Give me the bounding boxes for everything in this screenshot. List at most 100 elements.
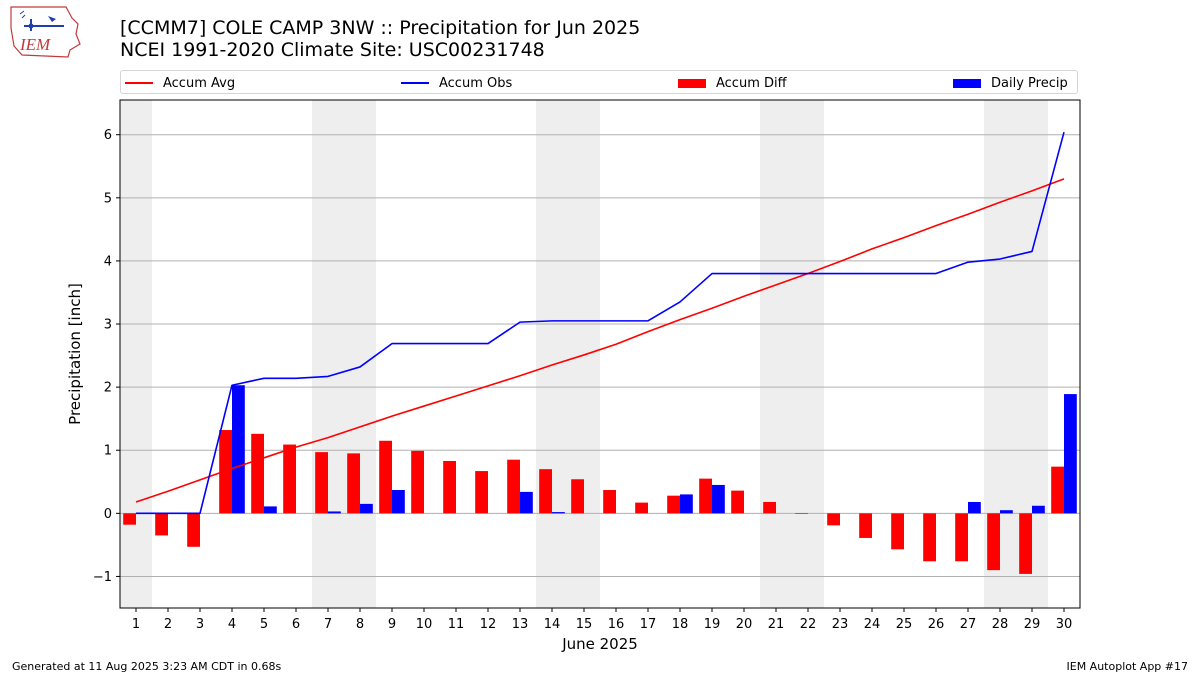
- bar-daily-precip-day-14: [552, 512, 565, 514]
- x-tick-label: 28: [992, 617, 1009, 632]
- x-tick-label: 29: [1024, 617, 1041, 632]
- x-tick-label: 7: [324, 617, 332, 632]
- legend-item-daily-precip: Daily Precip: [953, 74, 1068, 92]
- iem-logo: IEM: [10, 6, 81, 58]
- x-tick-label: 30: [1056, 617, 1073, 632]
- bar-daily-precip-day-19: [712, 484, 725, 514]
- x-tick-label: 1: [132, 617, 140, 632]
- legend-swatch-accum-obs: [401, 82, 429, 84]
- bar-accum-diff-day-22: [795, 513, 808, 514]
- x-tick-label: 24: [864, 617, 881, 632]
- bar-accum-diff-day-25: [891, 513, 904, 550]
- x-tick-label: 11: [448, 617, 465, 632]
- x-tick-label: 16: [608, 617, 625, 632]
- x-tick-label: 15: [576, 617, 593, 632]
- bar-accum-diff-day-23: [827, 513, 840, 526]
- bar-accum-diff-day-16: [603, 489, 616, 514]
- bar-accum-diff-day-20: [731, 490, 744, 514]
- x-tick-label: 4: [228, 617, 236, 632]
- bar-accum-diff-day-6: [283, 444, 296, 514]
- bar-accum-diff-day-18: [667, 495, 680, 514]
- bar-accum-diff-day-15: [571, 479, 584, 514]
- bar-accum-diff-day-28: [987, 513, 1000, 571]
- x-tick-label: 17: [640, 617, 657, 632]
- bar-accum-diff-day-30: [1051, 466, 1064, 514]
- bar-daily-precip-day-13: [520, 491, 533, 514]
- weekend-shade: [312, 100, 376, 608]
- legend-label-accum-obs: Accum Obs: [439, 75, 513, 91]
- bar-daily-precip-day-4: [232, 385, 245, 514]
- chart-title: [CCMM7] COLE CAMP 3NW :: Precipitation f…: [120, 17, 641, 39]
- x-tick-label: 6: [292, 617, 300, 632]
- x-tick-label: 14: [544, 617, 561, 632]
- bar-accum-diff-day-8: [347, 453, 360, 514]
- bar-accum-diff-day-11: [443, 460, 456, 514]
- x-tick-label: 13: [512, 617, 529, 632]
- x-tick-label: 26: [928, 617, 945, 632]
- line-accum-avg: [135, 178, 1065, 503]
- bar-daily-precip-day-28: [1000, 510, 1013, 514]
- legend-item-accum-diff: Accum Diff: [678, 74, 787, 92]
- y-tick-label: 2: [104, 381, 112, 396]
- bar-accum-diff-day-26: [923, 513, 936, 562]
- weekend-shade: [120, 100, 152, 608]
- bar-accum-diff-day-9: [379, 440, 392, 514]
- x-tick-label: 20: [736, 617, 753, 632]
- y-tick-label: 5: [104, 191, 112, 206]
- x-tick-label: 3: [196, 617, 204, 632]
- x-tick-label: 5: [260, 617, 268, 632]
- bar-daily-precip-day-27: [968, 501, 981, 514]
- y-axis-label: Precipitation [inch]: [66, 283, 84, 425]
- bar-daily-precip-day-18: [680, 494, 693, 514]
- weekend-shade: [536, 100, 600, 608]
- bar-accum-diff-day-12: [475, 471, 488, 514]
- line-accum-obs: [136, 131, 1065, 515]
- bar-daily-precip-day-7: [328, 511, 341, 514]
- x-tick-label: 9: [388, 617, 396, 632]
- x-tick-label: 10: [416, 617, 433, 632]
- app-credit: IEM Autoplot App #17: [1066, 660, 1189, 673]
- bar-accum-diff-day-2: [155, 513, 168, 536]
- y-tick-label: 3: [104, 318, 112, 333]
- weekend-shade: [760, 100, 824, 608]
- y-tick-label: −1: [93, 570, 112, 585]
- legend-item-accum-obs: Accum Obs: [401, 74, 512, 92]
- bar-accum-diff-day-3: [187, 513, 200, 547]
- x-tick-label: 12: [480, 617, 497, 632]
- x-tick-label: 27: [960, 617, 977, 632]
- x-tick-label: 21: [768, 617, 785, 632]
- y-tick-label: 0: [104, 507, 112, 522]
- bar-accum-diff-day-4: [219, 430, 232, 514]
- plot-frame: [119, 99, 1081, 609]
- legend-swatch-accum-diff: [678, 78, 706, 88]
- bar-accum-diff-day-10: [411, 450, 424, 514]
- bar-accum-diff-day-21: [763, 501, 776, 514]
- y-tick-label: 4: [104, 254, 112, 269]
- bar-daily-precip-day-29: [1032, 505, 1045, 514]
- bar-daily-precip-day-30: [1064, 394, 1077, 514]
- chart-subtitle: NCEI 1991-2020 Climate Site: USC00231748: [120, 39, 545, 61]
- x-tick-label: 25: [896, 617, 913, 632]
- bar-accum-diff-day-24: [859, 513, 872, 538]
- x-tick-label: 18: [672, 617, 689, 632]
- y-tick-label: 1: [104, 444, 112, 459]
- bar-accum-diff-day-17: [635, 502, 648, 514]
- bar-daily-precip-day-9: [392, 489, 405, 514]
- legend-swatch-accum-avg: [125, 82, 153, 84]
- x-tick-label: 8: [356, 617, 364, 632]
- x-tick-label: 23: [832, 617, 849, 632]
- chart-legend: Accum Avg Accum Obs Accum Diff Daily Pre…: [120, 70, 1078, 94]
- bar-accum-diff-day-19: [699, 478, 712, 514]
- x-axis-label: June 2025: [561, 635, 638, 653]
- bar-accum-diff-day-13: [507, 459, 520, 514]
- bar-daily-precip-day-5: [264, 506, 277, 514]
- legend-swatch-daily-precip: [953, 78, 981, 88]
- bar-accum-diff-day-5: [251, 433, 264, 514]
- bar-accum-diff-day-29: [1019, 513, 1032, 574]
- legend-label-daily-precip: Daily Precip: [991, 75, 1068, 91]
- bar-accum-diff-day-27: [955, 513, 968, 562]
- legend-label-accum-avg: Accum Avg: [163, 75, 236, 91]
- legend-label-accum-diff: Accum Diff: [716, 75, 787, 91]
- y-tick-label: 6: [104, 128, 112, 143]
